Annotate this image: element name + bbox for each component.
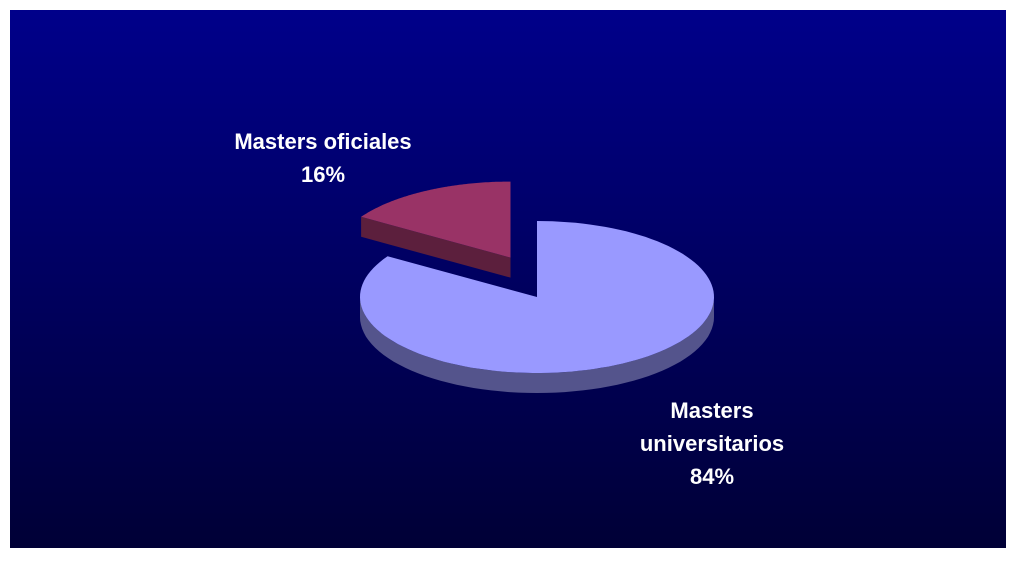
value-label: 84% [689, 464, 735, 489]
chart [360, 181, 714, 393]
value-label: 16% [300, 162, 346, 187]
category-label: Masters universitarios [639, 398, 785, 456]
slice-label: Masters oficiales 16% [233, 125, 413, 191]
slice-side [360, 297, 714, 393]
slide: Masters oficiales 16% Masters universita… [10, 10, 1006, 548]
slice-face [361, 216, 511, 278]
slice [361, 181, 511, 258]
category-label: Masters oficiales [234, 129, 412, 154]
slice-label: Masters universitarios 84% [622, 394, 802, 493]
slice [360, 221, 714, 373]
